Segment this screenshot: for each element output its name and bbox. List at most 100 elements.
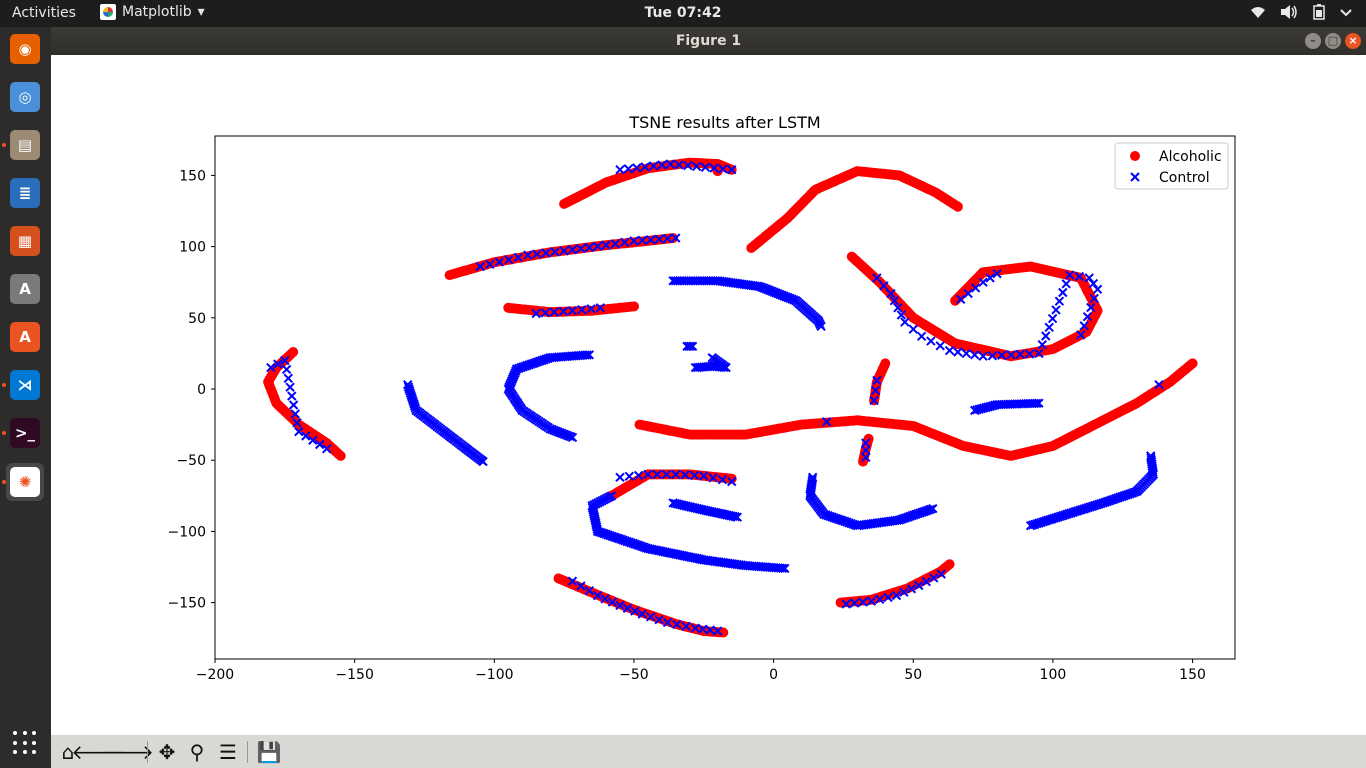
navigation-toolbar: ⌂ 🡐 🡒 ✥ ⚲ ☰ 💾 xyxy=(51,735,1366,768)
control-point xyxy=(699,471,709,481)
zoom-button[interactable]: ⚲ xyxy=(184,739,210,765)
home-button[interactable]: ⌂ xyxy=(55,739,81,765)
control-point xyxy=(1061,279,1071,289)
control-point xyxy=(643,469,653,480)
control-point xyxy=(978,351,988,361)
save-icon: 💾 xyxy=(256,740,282,764)
control-point xyxy=(1084,273,1094,283)
control-point xyxy=(645,612,656,622)
control-point xyxy=(1034,348,1044,359)
control-point xyxy=(266,362,276,373)
volume-icon[interactable] xyxy=(1280,4,1298,20)
legend-alcoholic-label: Alcoholic xyxy=(1159,149,1222,165)
control-point xyxy=(935,341,945,351)
control-point xyxy=(645,235,656,245)
control-point xyxy=(777,563,788,574)
chevron-down-icon[interactable] xyxy=(1340,4,1352,20)
control-point xyxy=(1088,278,1099,289)
control-point xyxy=(1025,520,1036,531)
writer-icon: ≣ xyxy=(10,178,40,208)
control-point xyxy=(567,576,578,586)
dock-item-files[interactable]: ▤ xyxy=(6,126,44,164)
dock-item-software-updater[interactable]: A xyxy=(6,270,44,308)
clock[interactable]: Tue 07:42 xyxy=(644,5,722,21)
forward-icon: 🡒 xyxy=(100,740,154,764)
control-point xyxy=(691,161,702,172)
apps-grid-icon[interactable] xyxy=(13,731,37,755)
dock-item-impress[interactable]: ▦ xyxy=(6,222,44,260)
control-point xyxy=(652,469,662,480)
dock-item-matplotlib[interactable]: ✺ xyxy=(6,463,44,501)
app-menu[interactable]: Matplotlib ▾ xyxy=(100,4,205,20)
control-point xyxy=(619,237,630,248)
pan-button[interactable]: ✥ xyxy=(154,739,180,765)
control-point xyxy=(899,587,909,597)
legend-box xyxy=(1114,142,1229,190)
control-point xyxy=(681,621,691,632)
control-point xyxy=(893,303,903,313)
dock-item-terminal[interactable]: >_ xyxy=(6,414,44,452)
back-icon: 🡐 xyxy=(71,740,125,764)
control-point xyxy=(936,569,946,579)
control-point xyxy=(869,395,879,406)
control-point xyxy=(955,294,966,305)
activities-button[interactable]: Activities xyxy=(12,5,76,21)
close-button[interactable]: × xyxy=(1345,33,1361,49)
control-point xyxy=(615,600,625,611)
control-point xyxy=(700,162,711,173)
control-point xyxy=(969,350,980,360)
control-point xyxy=(576,243,586,254)
system-tray[interactable] xyxy=(1250,4,1352,20)
control-point xyxy=(615,164,625,175)
control-point xyxy=(1154,379,1164,390)
control-point xyxy=(283,373,294,384)
control-point xyxy=(680,470,690,480)
dock-item-vscode[interactable]: ⋊ xyxy=(6,366,44,404)
running-indicator xyxy=(2,383,6,387)
control-point xyxy=(1034,398,1044,408)
dock-item-firefox[interactable]: ◉ xyxy=(6,30,44,68)
control-point xyxy=(558,306,569,317)
control-point xyxy=(870,385,881,396)
forward-button[interactable]: 🡒 xyxy=(100,739,154,765)
control-point xyxy=(287,391,297,401)
control-point xyxy=(657,160,667,170)
configure-button[interactable]: ☰ xyxy=(215,739,241,765)
save-button[interactable]: 💾 xyxy=(256,739,282,765)
control-point xyxy=(916,331,927,342)
control-point xyxy=(841,599,851,609)
control-point xyxy=(1047,313,1058,324)
control-point xyxy=(674,160,684,170)
alcoholic-point xyxy=(1187,358,1198,369)
control-point xyxy=(549,307,560,317)
control-point xyxy=(576,581,586,591)
control-point xyxy=(630,606,640,616)
minimize-button[interactable]: – xyxy=(1305,33,1321,49)
control-point xyxy=(665,159,676,169)
dock-item-chromium[interactable]: ◎ xyxy=(6,78,44,116)
x-tick-label: 50 xyxy=(904,667,922,683)
dock-item-writer[interactable]: ≣ xyxy=(6,174,44,212)
control-point xyxy=(1079,321,1089,331)
wifi-icon[interactable] xyxy=(1250,4,1266,20)
control-point xyxy=(987,351,998,361)
maximize-button[interactable]: □ xyxy=(1325,33,1341,49)
control-point xyxy=(709,163,719,173)
control-point xyxy=(1006,350,1016,360)
zoom-icon: ⚲ xyxy=(189,740,205,764)
scatter-chart: TSNE results after LSTM −200 −150 −100 −50 0 5… xyxy=(168,113,1236,683)
dock-item-ubuntu-software[interactable]: A xyxy=(6,318,44,356)
back-button[interactable]: 🡐 xyxy=(71,739,125,765)
control-point xyxy=(671,469,681,480)
window-titlebar[interactable]: Figure 1 – □ × xyxy=(51,27,1366,55)
battery-icon[interactable] xyxy=(1312,4,1326,20)
figure-canvas[interactable]: TSNE results after LSTM −200 −150 −100 −50 0 5… xyxy=(51,55,1366,735)
control-point xyxy=(629,236,639,246)
control-point xyxy=(273,359,283,369)
app-menu-label: Matplotlib xyxy=(122,4,192,20)
control-point xyxy=(705,625,716,635)
control-point xyxy=(294,426,304,437)
control-point xyxy=(1074,271,1085,282)
control-point xyxy=(928,503,938,514)
control-point xyxy=(963,288,973,299)
